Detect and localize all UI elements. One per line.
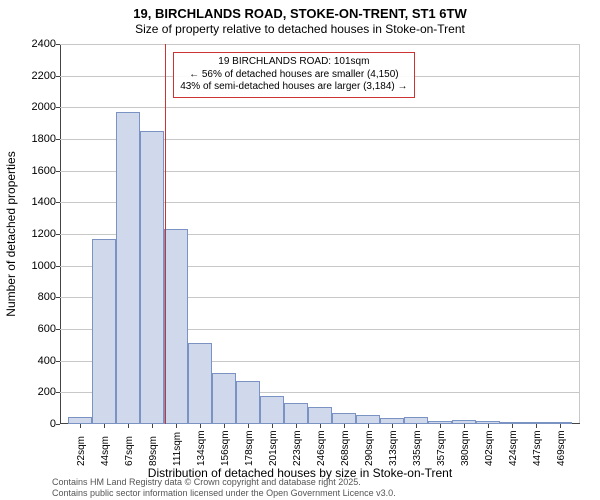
ytick-label: 1000 [16, 260, 56, 272]
xtick-label: 335sqm [412, 430, 423, 466]
ytick-label: 2400 [16, 38, 56, 50]
ytick-label: 800 [16, 291, 56, 303]
ytick-mark [56, 234, 60, 235]
xtick-mark [392, 424, 393, 428]
annotation-line2: ← 56% of detached houses are smaller (4,… [180, 69, 407, 82]
xtick-label: 246sqm [316, 430, 327, 466]
xtick-label: 469sqm [556, 430, 567, 466]
ytick-label: 2000 [16, 101, 56, 113]
xtick-label: 223sqm [292, 430, 303, 466]
histogram-bar [164, 229, 188, 424]
ytick-mark [56, 361, 60, 362]
xtick-label: 290sqm [364, 430, 375, 466]
attribution-footer: Contains HM Land Registry data © Crown c… [52, 477, 396, 498]
annotation-line1: 19 BIRCHLANDS ROAD: 101sqm [180, 56, 407, 69]
ytick-mark [56, 171, 60, 172]
ytick-mark [56, 202, 60, 203]
ytick-label: 400 [16, 355, 56, 367]
xtick-mark [536, 424, 537, 428]
histogram-bar [188, 343, 212, 424]
footer-line1: Contains HM Land Registry data © Crown c… [52, 477, 396, 487]
reference-line [165, 44, 166, 424]
xtick-label: 268sqm [340, 430, 351, 466]
xtick-label: 447sqm [532, 430, 543, 466]
xtick-label: 44sqm [100, 436, 111, 466]
xtick-label: 134sqm [196, 430, 207, 466]
footer-line2: Contains public sector information licen… [52, 488, 396, 498]
xtick-label: 178sqm [244, 430, 255, 466]
xtick-mark [80, 424, 81, 428]
histogram-bar [260, 396, 284, 424]
xtick-mark [224, 424, 225, 428]
xtick-mark [104, 424, 105, 428]
ytick-label: 0 [16, 418, 56, 430]
ytick-mark [56, 266, 60, 267]
xtick-mark [320, 424, 321, 428]
histogram-bar [116, 112, 140, 424]
xtick-mark [560, 424, 561, 428]
chart-title-line2: Size of property relative to detached ho… [0, 22, 600, 36]
histogram-bar [92, 239, 116, 424]
annotation-line3: 43% of semi-detached houses are larger (… [180, 81, 407, 94]
ytick-mark [56, 76, 60, 77]
xtick-label: 67sqm [124, 436, 135, 466]
xtick-mark [152, 424, 153, 428]
xtick-mark [200, 424, 201, 428]
chart-container: 19, BIRCHLANDS ROAD, STOKE-ON-TRENT, ST1… [0, 0, 600, 500]
xtick-mark [344, 424, 345, 428]
xtick-label: 22sqm [76, 436, 87, 466]
histogram-bar [284, 403, 308, 424]
xtick-label: 156sqm [220, 430, 231, 466]
ytick-mark [56, 139, 60, 140]
xtick-label: 111sqm [172, 432, 183, 466]
xtick-label: 313sqm [388, 430, 399, 466]
xtick-label: 201sqm [268, 430, 279, 466]
ytick-mark [56, 44, 60, 45]
xtick-mark [488, 424, 489, 428]
xtick-label: 424sqm [508, 430, 519, 466]
histogram-bar [308, 407, 332, 424]
xtick-label: 357sqm [436, 430, 447, 466]
ytick-label: 200 [16, 386, 56, 398]
ytick-label: 600 [16, 323, 56, 335]
ytick-label: 1800 [16, 133, 56, 145]
ytick-mark [56, 297, 60, 298]
gridline [60, 107, 580, 108]
xtick-mark [296, 424, 297, 428]
histogram-bar [404, 417, 428, 424]
xtick-label: 380sqm [460, 430, 471, 466]
ytick-label: 1600 [16, 165, 56, 177]
ytick-mark [56, 424, 60, 425]
histogram-bar [236, 381, 260, 424]
histogram-bar [212, 373, 236, 424]
xtick-mark [440, 424, 441, 428]
xtick-mark [464, 424, 465, 428]
xtick-mark [512, 424, 513, 428]
xtick-mark [272, 424, 273, 428]
xtick-mark [416, 424, 417, 428]
xtick-label: 402sqm [484, 430, 495, 466]
histogram-bar [140, 131, 164, 424]
ytick-label: 2200 [16, 70, 56, 82]
histogram-bar [68, 417, 92, 424]
xtick-label: 89sqm [148, 436, 159, 466]
histogram-bar [332, 413, 356, 424]
gridline [60, 44, 580, 45]
ytick-mark [56, 329, 60, 330]
ytick-label: 1400 [16, 196, 56, 208]
xtick-mark [368, 424, 369, 428]
ytick-label: 1200 [16, 228, 56, 240]
histogram-bar [356, 415, 380, 424]
xtick-mark [248, 424, 249, 428]
chart-title-line1: 19, BIRCHLANDS ROAD, STOKE-ON-TRENT, ST1… [0, 6, 600, 21]
xtick-mark [176, 424, 177, 428]
ytick-mark [56, 392, 60, 393]
xtick-mark [128, 424, 129, 428]
ytick-mark [56, 107, 60, 108]
plot-area: 19 BIRCHLANDS ROAD: 101sqm← 56% of detac… [60, 44, 580, 424]
annotation-box: 19 BIRCHLANDS ROAD: 101sqm← 56% of detac… [173, 52, 414, 98]
